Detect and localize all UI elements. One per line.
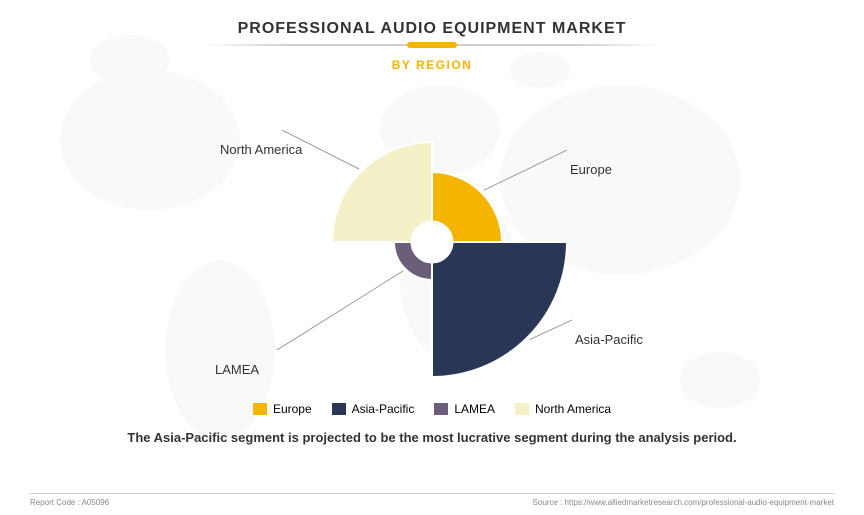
label-north-america: North America bbox=[220, 142, 302, 157]
label-lamea: LAMEA bbox=[215, 362, 259, 377]
chart-area: Europe Asia-Pacific LAMEA North America bbox=[30, 82, 834, 402]
report-code: Report Code : A05096 bbox=[30, 498, 109, 507]
source-url: Source : https://www.alliedmarketresearc… bbox=[533, 498, 834, 507]
label-asia-pacific: Asia-Pacific bbox=[575, 332, 643, 347]
chart-caption: The Asia-Pacific segment is projected to… bbox=[30, 430, 834, 445]
footer: Report Code : A05096 Source : https://ww… bbox=[0, 493, 864, 507]
chart-title: PROFESSIONAL AUDIO EQUIPMENT MARKET bbox=[30, 20, 834, 38]
title-underline bbox=[202, 44, 662, 46]
polar-area-chart bbox=[32, 62, 832, 422]
label-europe: Europe bbox=[570, 162, 612, 177]
segment-asia-pacific bbox=[432, 242, 567, 377]
